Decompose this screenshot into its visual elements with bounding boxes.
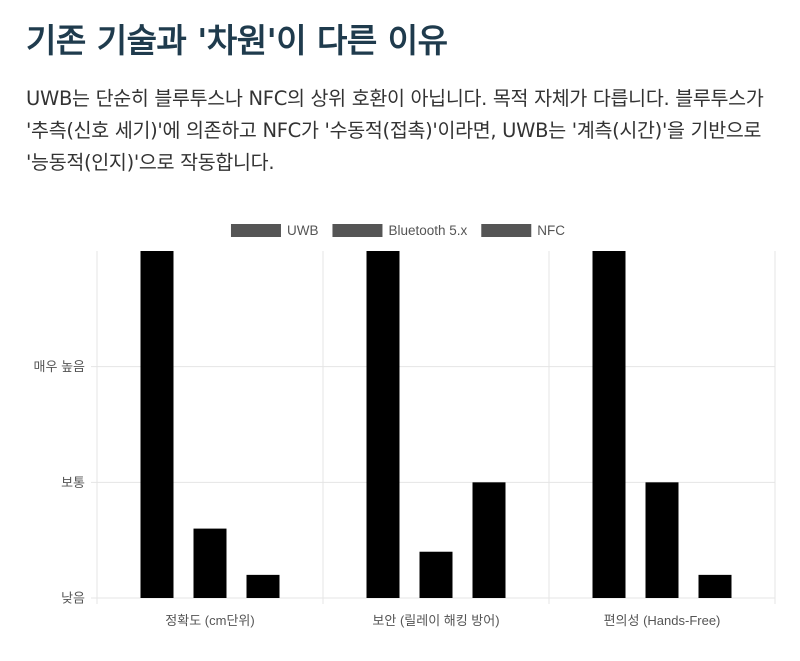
legend-swatch xyxy=(332,224,383,237)
bar-layer xyxy=(140,251,732,598)
bar-uwb xyxy=(140,251,174,598)
bar-nfc xyxy=(698,574,732,598)
page-description: UWB는 단순히 블루투스나 NFC의 상위 호환이 아닙니다. 목적 자체가 … xyxy=(26,87,764,174)
bar-uwb xyxy=(366,251,400,598)
bar-nfc xyxy=(472,482,506,598)
x-tick-label: 정확도 (cm단위) xyxy=(165,613,254,628)
bar-uwb xyxy=(592,251,626,598)
comparison-bar-chart: 정확도 (cm단위) 보안 (릴레이 해킹 방어) 편의성 (Hands-Free)… xyxy=(34,223,776,628)
legend-label: UWB xyxy=(287,223,319,238)
bar-nfc xyxy=(246,574,280,598)
bar-bluetooth-5-x xyxy=(193,528,227,598)
bar-bluetooth-5-x xyxy=(645,482,679,598)
legend-swatch xyxy=(230,224,281,237)
legend-swatch xyxy=(481,224,532,237)
legend-label: Bluetooth 5.x xyxy=(388,223,467,238)
x-tick-label: 보안 (릴레이 해킹 방어) xyxy=(372,613,499,628)
axis-layer: 정확도 (cm단위) 보안 (릴레이 해킹 방어) 편의성 (Hands-Free)… xyxy=(34,359,721,628)
y-tick-label: 매우 높음 xyxy=(34,359,85,374)
x-tick-label: 편의성 (Hands-Free) xyxy=(604,613,721,628)
page-title: 기존 기술과 '차원'이 다른 이유 xyxy=(26,21,448,60)
legend-layer: UWB Bluetooth 5.x NFC xyxy=(230,223,565,238)
bar-bluetooth-5-x xyxy=(419,551,453,598)
legend-label: NFC xyxy=(537,223,565,238)
y-tick-label: 낮음 xyxy=(61,591,85,606)
y-tick-label: 보통 xyxy=(61,475,85,490)
